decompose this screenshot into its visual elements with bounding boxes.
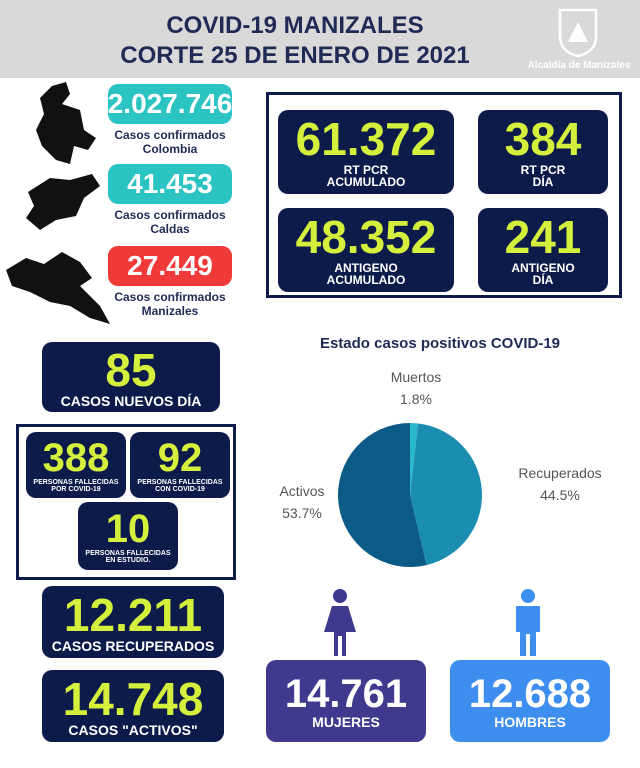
deaths-frame xyxy=(16,424,236,580)
stat-value: 48.352 xyxy=(295,211,437,264)
chart-title: Estado casos positivos COVID-19 xyxy=(320,335,560,352)
stat-label: PERSONAS FALLECIDAS xyxy=(137,478,223,486)
stat-value: 12.688 xyxy=(468,671,592,716)
stat-label: DÍA xyxy=(532,175,554,190)
active-box: 14.748 CASOS "ACTIVOS" xyxy=(42,670,224,742)
men-box: 12.688 HOMBRES xyxy=(450,660,610,742)
stat-label: CASOS "ACTIVOS" xyxy=(68,721,198,738)
header-subtitle: CORTE 25 DE ENERO DE 2021 xyxy=(120,42,470,69)
stat-label: EN ESTUDIO. xyxy=(105,557,151,564)
pie-chart: Estado casos positivos COVID-19 Muertos 1… xyxy=(279,335,602,567)
death-box: 92 PERSONAS FALLECIDAS CON COVID-19 xyxy=(130,432,230,498)
slice-value: 53.7% xyxy=(282,505,322,521)
stat-label: RT PCR xyxy=(520,162,566,177)
stat-label: RT PCR xyxy=(343,162,389,177)
new-cases-box: 85 CASOS NUEVOS DÍA xyxy=(42,342,220,412)
stat-label: DÍA xyxy=(532,273,554,288)
stat-label: ANTIGENO xyxy=(511,260,575,275)
header-band xyxy=(0,0,640,78)
pie-slice xyxy=(338,423,427,567)
stat-value: 384 xyxy=(504,113,582,166)
stat-label: POR COVID-19 xyxy=(51,486,101,493)
stat-value: 14.761 xyxy=(284,671,408,716)
stat-label: CASOS RECUPERADOS xyxy=(51,637,215,654)
stat-value: 14.748 xyxy=(62,672,204,725)
test-box: 48.352 ANTIGENO ACUMULADO xyxy=(278,208,454,292)
header-title: COVID-19 MANIZALES xyxy=(166,12,424,39)
slice-label: Activos xyxy=(279,483,324,499)
test-box: 61.372 RT PCR ACUMULADO xyxy=(278,110,454,194)
stat-value: 27.449 xyxy=(127,250,213,282)
death-box: 388 PERSONAS FALLECIDAS POR COVID-19 xyxy=(26,432,126,498)
test-box: 241 ANTIGENO DÍA xyxy=(478,208,608,292)
stat-label: Casos confirmados xyxy=(114,290,226,304)
slice-label: Muertos xyxy=(391,369,442,385)
stat-value: 92 xyxy=(157,435,203,480)
confirmed-box: 2.027.746 xyxy=(108,84,232,124)
confirmed-box: 41.453 xyxy=(108,164,232,204)
women-box: 14.761 MUJERES xyxy=(266,660,426,742)
stat-value: 61.372 xyxy=(295,113,437,166)
stat-value: 10 xyxy=(105,506,151,551)
slice-value: 1.8% xyxy=(400,391,432,407)
pie-slice xyxy=(410,423,482,566)
stat-label: ACUMULADO xyxy=(326,175,406,190)
stat-label: PERSONAS FALLECIDAS xyxy=(33,478,119,486)
stat-value: 41.453 xyxy=(127,168,213,200)
tests-frame xyxy=(266,92,622,298)
stat-label: CON COVID-19 xyxy=(155,486,205,493)
test-box: 384 RT PCR DÍA xyxy=(478,110,608,194)
death-box: 10 PERSONAS FALLECIDAS EN ESTUDIO. xyxy=(78,502,178,570)
slice-value: 44.5% xyxy=(540,487,580,503)
stat-value: 2.027.746 xyxy=(107,88,233,120)
stat-label: Casos confirmados xyxy=(114,128,226,142)
stat-label: HOMBRES xyxy=(494,713,566,730)
confirmed-box: 27.449 xyxy=(108,246,232,286)
logo-text: Alcaldía de Manizales xyxy=(527,60,631,71)
maps xyxy=(6,82,110,324)
stat-value: 12.211 xyxy=(63,588,203,641)
female-icon xyxy=(324,589,356,656)
stat-value: 241 xyxy=(504,211,582,264)
recovered-box: 12.211 CASOS RECUPERADOS xyxy=(42,586,224,658)
stat-label: Manizales xyxy=(141,304,199,318)
male-icon xyxy=(516,589,540,656)
stat-label: Colombia xyxy=(142,142,198,156)
stat-label: CASOS NUEVOS DÍA xyxy=(60,392,202,409)
slice-label: Recuperados xyxy=(518,465,601,481)
stat-label: PERSONAS FALLECIDAS xyxy=(85,549,171,557)
pie-slice xyxy=(410,423,419,495)
stat-label: Caldas xyxy=(150,222,190,236)
stat-value: 388 xyxy=(42,435,110,480)
stat-label: MUJERES xyxy=(312,713,380,730)
stat-label: ACUMULADO xyxy=(326,273,406,288)
stat-label: ANTIGENO xyxy=(334,260,398,275)
logo xyxy=(558,8,598,58)
stat-label: Casos confirmados xyxy=(114,208,226,222)
stat-value: 85 xyxy=(105,343,157,396)
